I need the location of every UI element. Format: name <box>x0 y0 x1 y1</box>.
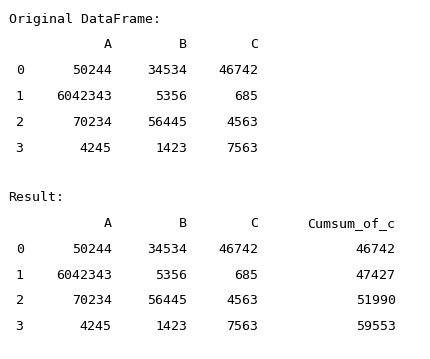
Text: 5356: 5356 <box>155 90 187 103</box>
Text: B: B <box>179 217 187 230</box>
Text: 4563: 4563 <box>226 294 258 307</box>
Text: 50244: 50244 <box>72 243 112 256</box>
Text: 1: 1 <box>15 269 24 281</box>
Text: 4245: 4245 <box>80 142 112 155</box>
Text: 2: 2 <box>15 116 24 129</box>
Text: 50244: 50244 <box>72 64 112 77</box>
Text: 685: 685 <box>234 90 258 103</box>
Text: 34534: 34534 <box>147 243 187 256</box>
Text: 0: 0 <box>15 243 24 256</box>
Text: A: A <box>104 217 112 230</box>
Text: Result:: Result: <box>9 191 64 204</box>
Text: Original DataFrame:: Original DataFrame: <box>9 13 160 25</box>
Text: 3: 3 <box>15 142 24 155</box>
Text: 59553: 59553 <box>356 320 396 333</box>
Text: A: A <box>104 38 112 51</box>
Text: 70234: 70234 <box>72 116 112 129</box>
Text: 1423: 1423 <box>155 142 187 155</box>
Text: 1: 1 <box>15 90 24 103</box>
Text: 34534: 34534 <box>147 64 187 77</box>
Text: 46742: 46742 <box>356 243 396 256</box>
Text: 51990: 51990 <box>356 294 396 307</box>
Text: 56445: 56445 <box>147 116 187 129</box>
Text: 6042343: 6042343 <box>56 269 112 281</box>
Text: C: C <box>250 38 258 51</box>
Text: 1423: 1423 <box>155 320 187 333</box>
Text: Cumsum_of_c: Cumsum_of_c <box>307 217 396 230</box>
Text: 4563: 4563 <box>226 116 258 129</box>
Text: 2: 2 <box>15 294 24 307</box>
Text: 56445: 56445 <box>147 294 187 307</box>
Text: 46742: 46742 <box>218 243 258 256</box>
Text: 3: 3 <box>15 320 24 333</box>
Text: C: C <box>250 217 258 230</box>
Text: 6042343: 6042343 <box>56 90 112 103</box>
Text: 7563: 7563 <box>226 142 258 155</box>
Text: 5356: 5356 <box>155 269 187 281</box>
Text: 0: 0 <box>15 64 24 77</box>
Text: B: B <box>179 38 187 51</box>
Text: 685: 685 <box>234 269 258 281</box>
Text: 46742: 46742 <box>218 64 258 77</box>
Text: 4245: 4245 <box>80 320 112 333</box>
Text: 7563: 7563 <box>226 320 258 333</box>
Text: 70234: 70234 <box>72 294 112 307</box>
Text: 47427: 47427 <box>356 269 396 281</box>
